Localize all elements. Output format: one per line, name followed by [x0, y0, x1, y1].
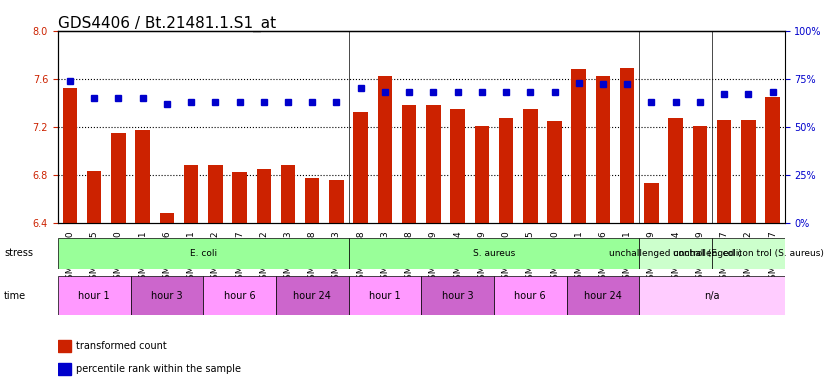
Bar — [63, 88, 77, 223]
FancyBboxPatch shape — [567, 276, 639, 315]
Text: time: time — [4, 291, 26, 301]
FancyBboxPatch shape — [349, 276, 421, 315]
Text: S. aureus: S. aureus — [472, 249, 515, 258]
Bar — [112, 133, 126, 223]
Bar — [596, 76, 610, 223]
Bar — [232, 172, 247, 223]
Text: hour 24: hour 24 — [293, 291, 331, 301]
FancyBboxPatch shape — [58, 238, 349, 269]
Bar — [741, 119, 756, 223]
Bar — [548, 121, 562, 223]
Bar — [644, 183, 658, 223]
FancyBboxPatch shape — [58, 276, 131, 315]
Bar — [87, 171, 102, 223]
Bar — [523, 109, 538, 223]
Text: n/a: n/a — [705, 291, 719, 301]
Bar — [305, 178, 320, 223]
Bar — [330, 180, 344, 223]
FancyBboxPatch shape — [639, 276, 785, 315]
Bar — [499, 118, 513, 223]
Bar — [717, 119, 731, 223]
Text: hour 1: hour 1 — [78, 291, 110, 301]
Text: hour 1: hour 1 — [369, 291, 401, 301]
Text: hour 3: hour 3 — [151, 291, 183, 301]
FancyBboxPatch shape — [421, 276, 494, 315]
Bar — [208, 165, 222, 223]
Bar — [257, 169, 271, 223]
Text: GDS4406 / Bt.21481.1.S1_at: GDS4406 / Bt.21481.1.S1_at — [58, 15, 276, 31]
FancyBboxPatch shape — [349, 238, 639, 269]
Bar — [693, 126, 707, 223]
Bar — [668, 118, 683, 223]
Bar — [475, 126, 489, 223]
Bar — [402, 105, 416, 223]
Bar — [572, 69, 586, 223]
Bar — [281, 165, 295, 223]
Text: hour 6: hour 6 — [515, 291, 546, 301]
Bar — [58, 363, 71, 375]
FancyBboxPatch shape — [494, 276, 567, 315]
Bar — [135, 130, 150, 223]
FancyBboxPatch shape — [131, 276, 203, 315]
Bar — [620, 68, 634, 223]
Text: hour 24: hour 24 — [584, 291, 622, 301]
Bar — [184, 165, 198, 223]
FancyBboxPatch shape — [203, 276, 276, 315]
Bar — [159, 213, 174, 223]
Bar — [58, 340, 71, 352]
Bar — [354, 113, 368, 223]
Text: unchallenged control (E. coli): unchallenged control (E. coli) — [610, 249, 742, 258]
FancyBboxPatch shape — [712, 238, 785, 269]
Text: transformed count: transformed count — [76, 341, 167, 351]
FancyBboxPatch shape — [276, 276, 349, 315]
Bar — [426, 105, 440, 223]
Text: hour 3: hour 3 — [442, 291, 473, 301]
Bar — [766, 97, 780, 223]
Text: unchallenged con trol (S. aureus): unchallenged con trol (S. aureus) — [673, 249, 824, 258]
FancyBboxPatch shape — [639, 238, 712, 269]
Text: E. coli: E. coli — [190, 249, 216, 258]
Text: hour 6: hour 6 — [224, 291, 255, 301]
Bar — [450, 109, 465, 223]
Text: percentile rank within the sample: percentile rank within the sample — [76, 364, 241, 374]
Text: stress: stress — [4, 248, 33, 258]
Bar — [377, 76, 392, 223]
